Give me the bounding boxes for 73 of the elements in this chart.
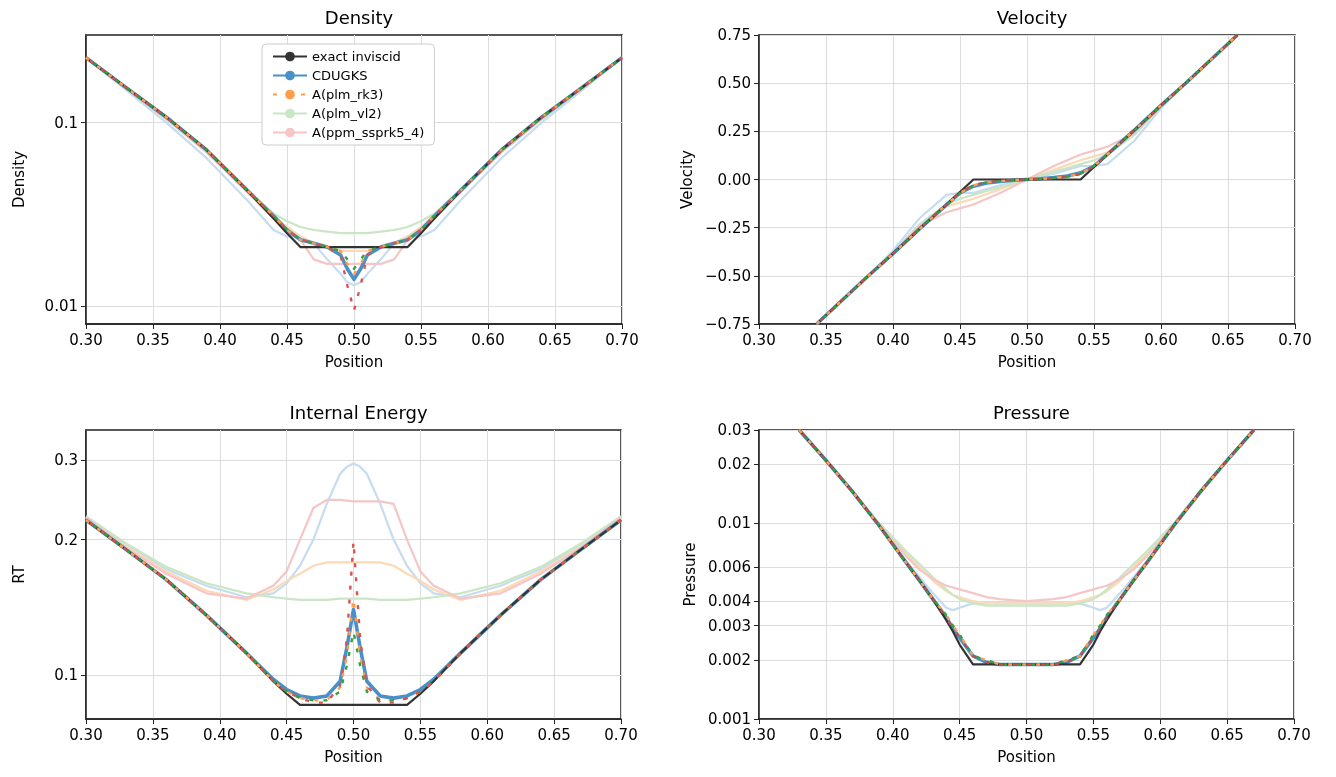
y-tick-label: 0.25 xyxy=(717,122,751,141)
y-tick-label: 0.004 xyxy=(708,592,751,611)
y-tick-label: 0.02 xyxy=(717,455,751,474)
x-tick-label: 0.40 xyxy=(203,330,237,349)
chart-title: Pressure xyxy=(993,401,1070,423)
x-tick-label: 0.55 xyxy=(1076,725,1111,744)
x-axis-title: Position xyxy=(324,352,384,371)
x-tick-label: 0.35 xyxy=(136,725,170,744)
x-tick-label: 0.65 xyxy=(1210,725,1244,744)
x-tick-label: 0.30 xyxy=(742,330,776,349)
y-axis-title: Velocity xyxy=(677,149,696,209)
y-tick-label: 0.002 xyxy=(708,651,751,670)
x-tick-label: 0.55 xyxy=(403,725,438,744)
x-axis-title: Position xyxy=(997,352,1057,371)
y-tick-label: 0.01 xyxy=(44,297,78,316)
x-tick-label: 0.35 xyxy=(809,725,843,744)
y-tick-label: 0.01 xyxy=(717,514,751,533)
y-tick-label: 0.2 xyxy=(54,530,78,549)
legend-label: A(plm_rk3) xyxy=(312,87,384,102)
chart-title: Velocity xyxy=(996,6,1068,28)
y-tick-label: −0.75 xyxy=(705,315,751,333)
x-tick-label: 0.45 xyxy=(269,725,304,744)
x-tick-label: 0.65 xyxy=(1211,330,1245,349)
y-tick-label: 0.1 xyxy=(54,666,78,685)
x-tick-label: 0.40 xyxy=(876,725,910,744)
legend-label: A(ppm_ssprk5_4) xyxy=(312,125,425,140)
chart-title: Internal Energy xyxy=(289,401,428,423)
y-tick-label: 0.003 xyxy=(708,616,751,635)
y-tick-label: 0.3 xyxy=(54,451,78,470)
x-tick-label: 0.45 xyxy=(270,330,304,349)
x-tick-label: 0.50 xyxy=(337,330,371,349)
y-tick-label: 0.006 xyxy=(708,557,751,576)
x-tick-label: 0.55 xyxy=(404,330,438,349)
y-tick-label: 0.001 xyxy=(708,710,751,728)
x-tick-label: 0.35 xyxy=(809,330,843,349)
x-tick-label: 0.70 xyxy=(604,725,638,744)
x-tick-label: 0.40 xyxy=(876,330,910,349)
y-tick-label: 0.50 xyxy=(717,74,751,93)
y-tick-label: −0.25 xyxy=(705,218,751,237)
x-tick-label: 0.35 xyxy=(136,330,170,349)
legend-label: A(plm_vl2) xyxy=(312,106,382,121)
x-tick-label: 0.30 xyxy=(69,725,103,744)
y-axis-title: Density xyxy=(9,150,28,209)
chart-title: Density xyxy=(324,6,394,28)
y-axis-title: Pressure xyxy=(680,542,699,607)
legend-label: exact inviscid xyxy=(312,49,401,64)
y-tick-label: 0.03 xyxy=(717,421,751,439)
y-tick-label: 0.1 xyxy=(54,113,78,132)
x-tick-label: 0.60 xyxy=(1143,725,1177,744)
x-axis-title: Position xyxy=(997,747,1056,766)
x-axis-title: Position xyxy=(324,747,383,766)
x-tick-label: 0.70 xyxy=(1278,330,1312,349)
x-tick-label: 0.50 xyxy=(336,725,371,744)
legend-label: CDUGKS xyxy=(312,68,368,83)
x-tick-label: 0.30 xyxy=(69,330,103,349)
x-tick-label: 0.50 xyxy=(1009,725,1044,744)
x-tick-label: 0.55 xyxy=(1077,330,1111,349)
x-tick-label: 0.60 xyxy=(470,725,504,744)
x-tick-label: 0.70 xyxy=(605,330,639,349)
x-tick-label: 0.60 xyxy=(1144,330,1178,349)
x-tick-label: 0.65 xyxy=(537,725,571,744)
x-tick-label: 0.45 xyxy=(942,725,977,744)
y-axis-title: RT xyxy=(9,564,28,584)
x-tick-label: 0.45 xyxy=(943,330,977,349)
y-tick-label: −0.50 xyxy=(705,266,751,285)
x-tick-label: 0.30 xyxy=(742,725,776,744)
x-tick-label: 0.65 xyxy=(538,330,572,349)
x-tick-label: 0.70 xyxy=(1277,725,1311,744)
y-tick-label: 0.75 xyxy=(717,26,751,44)
x-tick-label: 0.50 xyxy=(1010,330,1044,349)
x-tick-label: 0.40 xyxy=(203,725,237,744)
y-tick-label: 0.00 xyxy=(717,170,751,189)
x-tick-label: 0.60 xyxy=(471,330,505,349)
